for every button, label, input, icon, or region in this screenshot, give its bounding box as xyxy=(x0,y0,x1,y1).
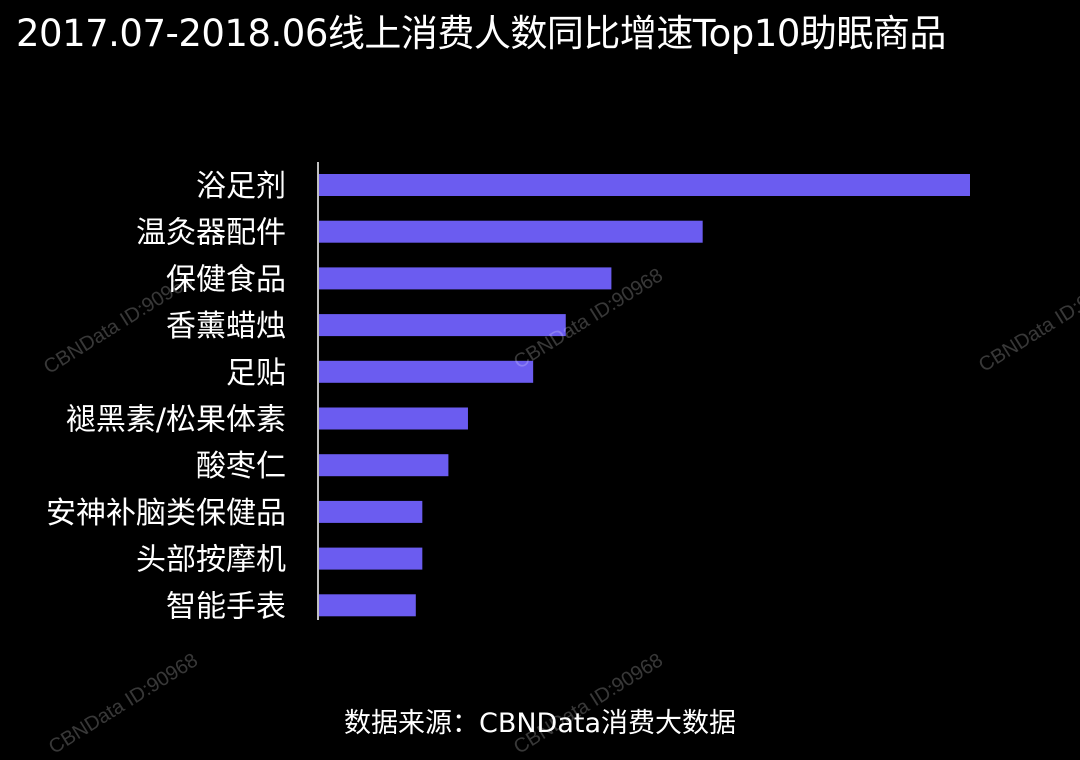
category-label: 温灸器配件 xyxy=(136,216,286,251)
category-label: 香薰蜡烛 xyxy=(166,309,286,344)
bar xyxy=(319,220,703,243)
bar xyxy=(319,174,970,196)
category-label: 智能手表 xyxy=(166,589,286,624)
bar xyxy=(319,267,612,290)
bar xyxy=(319,407,468,430)
category-label: 头部按摩机 xyxy=(136,543,286,578)
bar-chart: 浴足剂温灸器配件保健食品香薰蜡烛足贴褪黑素/松果体素酸枣仁安神补脑类保健品头部按… xyxy=(46,162,970,624)
bar xyxy=(319,500,423,523)
bar xyxy=(319,594,416,617)
category-label: 酸枣仁 xyxy=(196,449,286,484)
bar xyxy=(319,547,423,570)
bar xyxy=(319,314,566,337)
category-label: 保健食品 xyxy=(166,262,286,297)
category-label: 浴足剂 xyxy=(196,169,286,204)
bar xyxy=(319,360,534,383)
chart-title: 2017.07-2018.06线上消费人数同比增速Top10助眠商品 xyxy=(16,12,946,55)
category-label: 安神补脑类保健品 xyxy=(46,496,286,531)
category-label: 足贴 xyxy=(226,356,286,391)
category-label: 褪黑素/松果体素 xyxy=(66,403,286,438)
bar xyxy=(319,454,449,477)
data-source-note: 数据来源：CBNData消费大数据 xyxy=(343,708,737,739)
